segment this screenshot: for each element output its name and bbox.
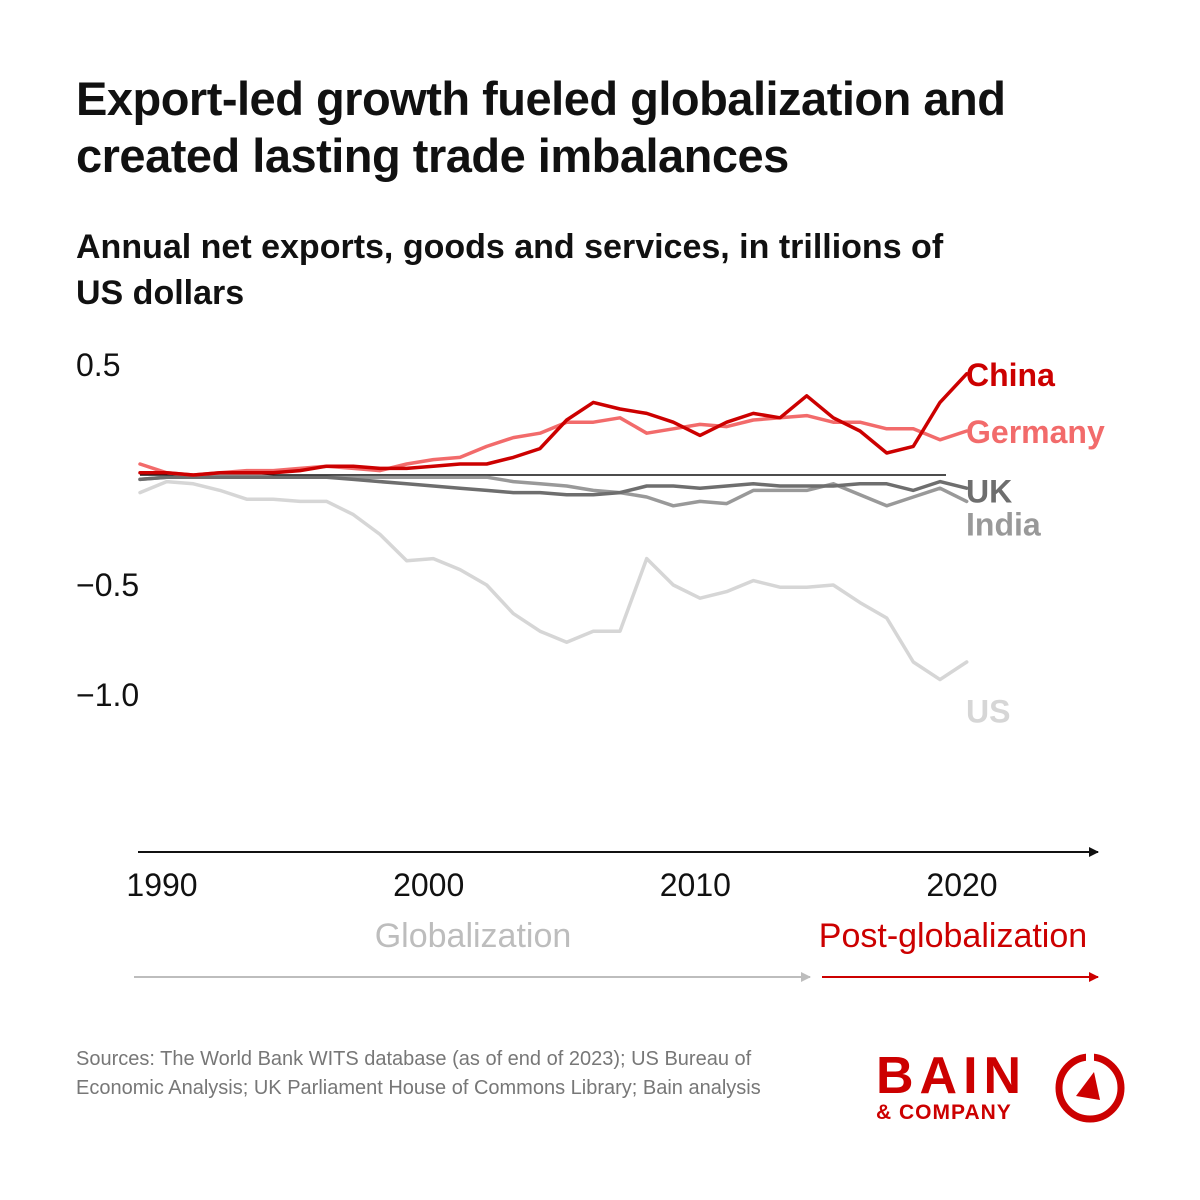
y-axis-ticks: 0.5 −0.5 −1.0: [76, 347, 139, 713]
series-label-germany: Germany: [966, 414, 1105, 450]
phase-label-globalization: Globalization: [375, 917, 572, 955]
logo-subtitle: & COMPANY: [876, 1101, 1012, 1124]
series-label-us: US: [966, 693, 1010, 729]
x-tick-label: 2020: [926, 867, 997, 903]
series-line-us: [138, 479, 969, 682]
chart-title: Export-led growth fueled globalization a…: [76, 72, 1006, 182]
phase-arrows: Globalization Post-globalization: [134, 917, 1099, 982]
y-tick-label: −0.5: [76, 567, 139, 603]
bain-compass-icon: [1055, 1052, 1125, 1123]
x-tick-label: 2010: [660, 867, 731, 903]
series-label-china: China: [966, 357, 1055, 393]
series-label-uk: UK: [966, 473, 1012, 509]
y-tick-label: 0.5: [76, 347, 120, 383]
series-line-uk: [138, 475, 969, 497]
bain-logo: BAIN & COMPANY: [870, 1047, 1140, 1130]
y-tick-label: −1.0: [76, 677, 139, 713]
x-tick-label: 1990: [126, 867, 197, 903]
logo-wordmark: BAIN: [876, 1047, 1028, 1105]
series-line-germany: [138, 413, 969, 477]
chart-subtitle: Annual net exports, goods and services, …: [76, 228, 944, 312]
sources-note: Sources: The World Bank WITS database (a…: [76, 1048, 761, 1099]
series-lines: [138, 372, 969, 682]
series-line-china: [138, 372, 969, 477]
series-label-india: India: [966, 506, 1041, 542]
x-tick-label: 2000: [393, 867, 464, 903]
x-axis: 1990 2000 2010 2020: [126, 847, 1099, 903]
series-line-india: [138, 473, 969, 508]
phase-label-post-globalization: Post-globalization: [819, 917, 1087, 955]
